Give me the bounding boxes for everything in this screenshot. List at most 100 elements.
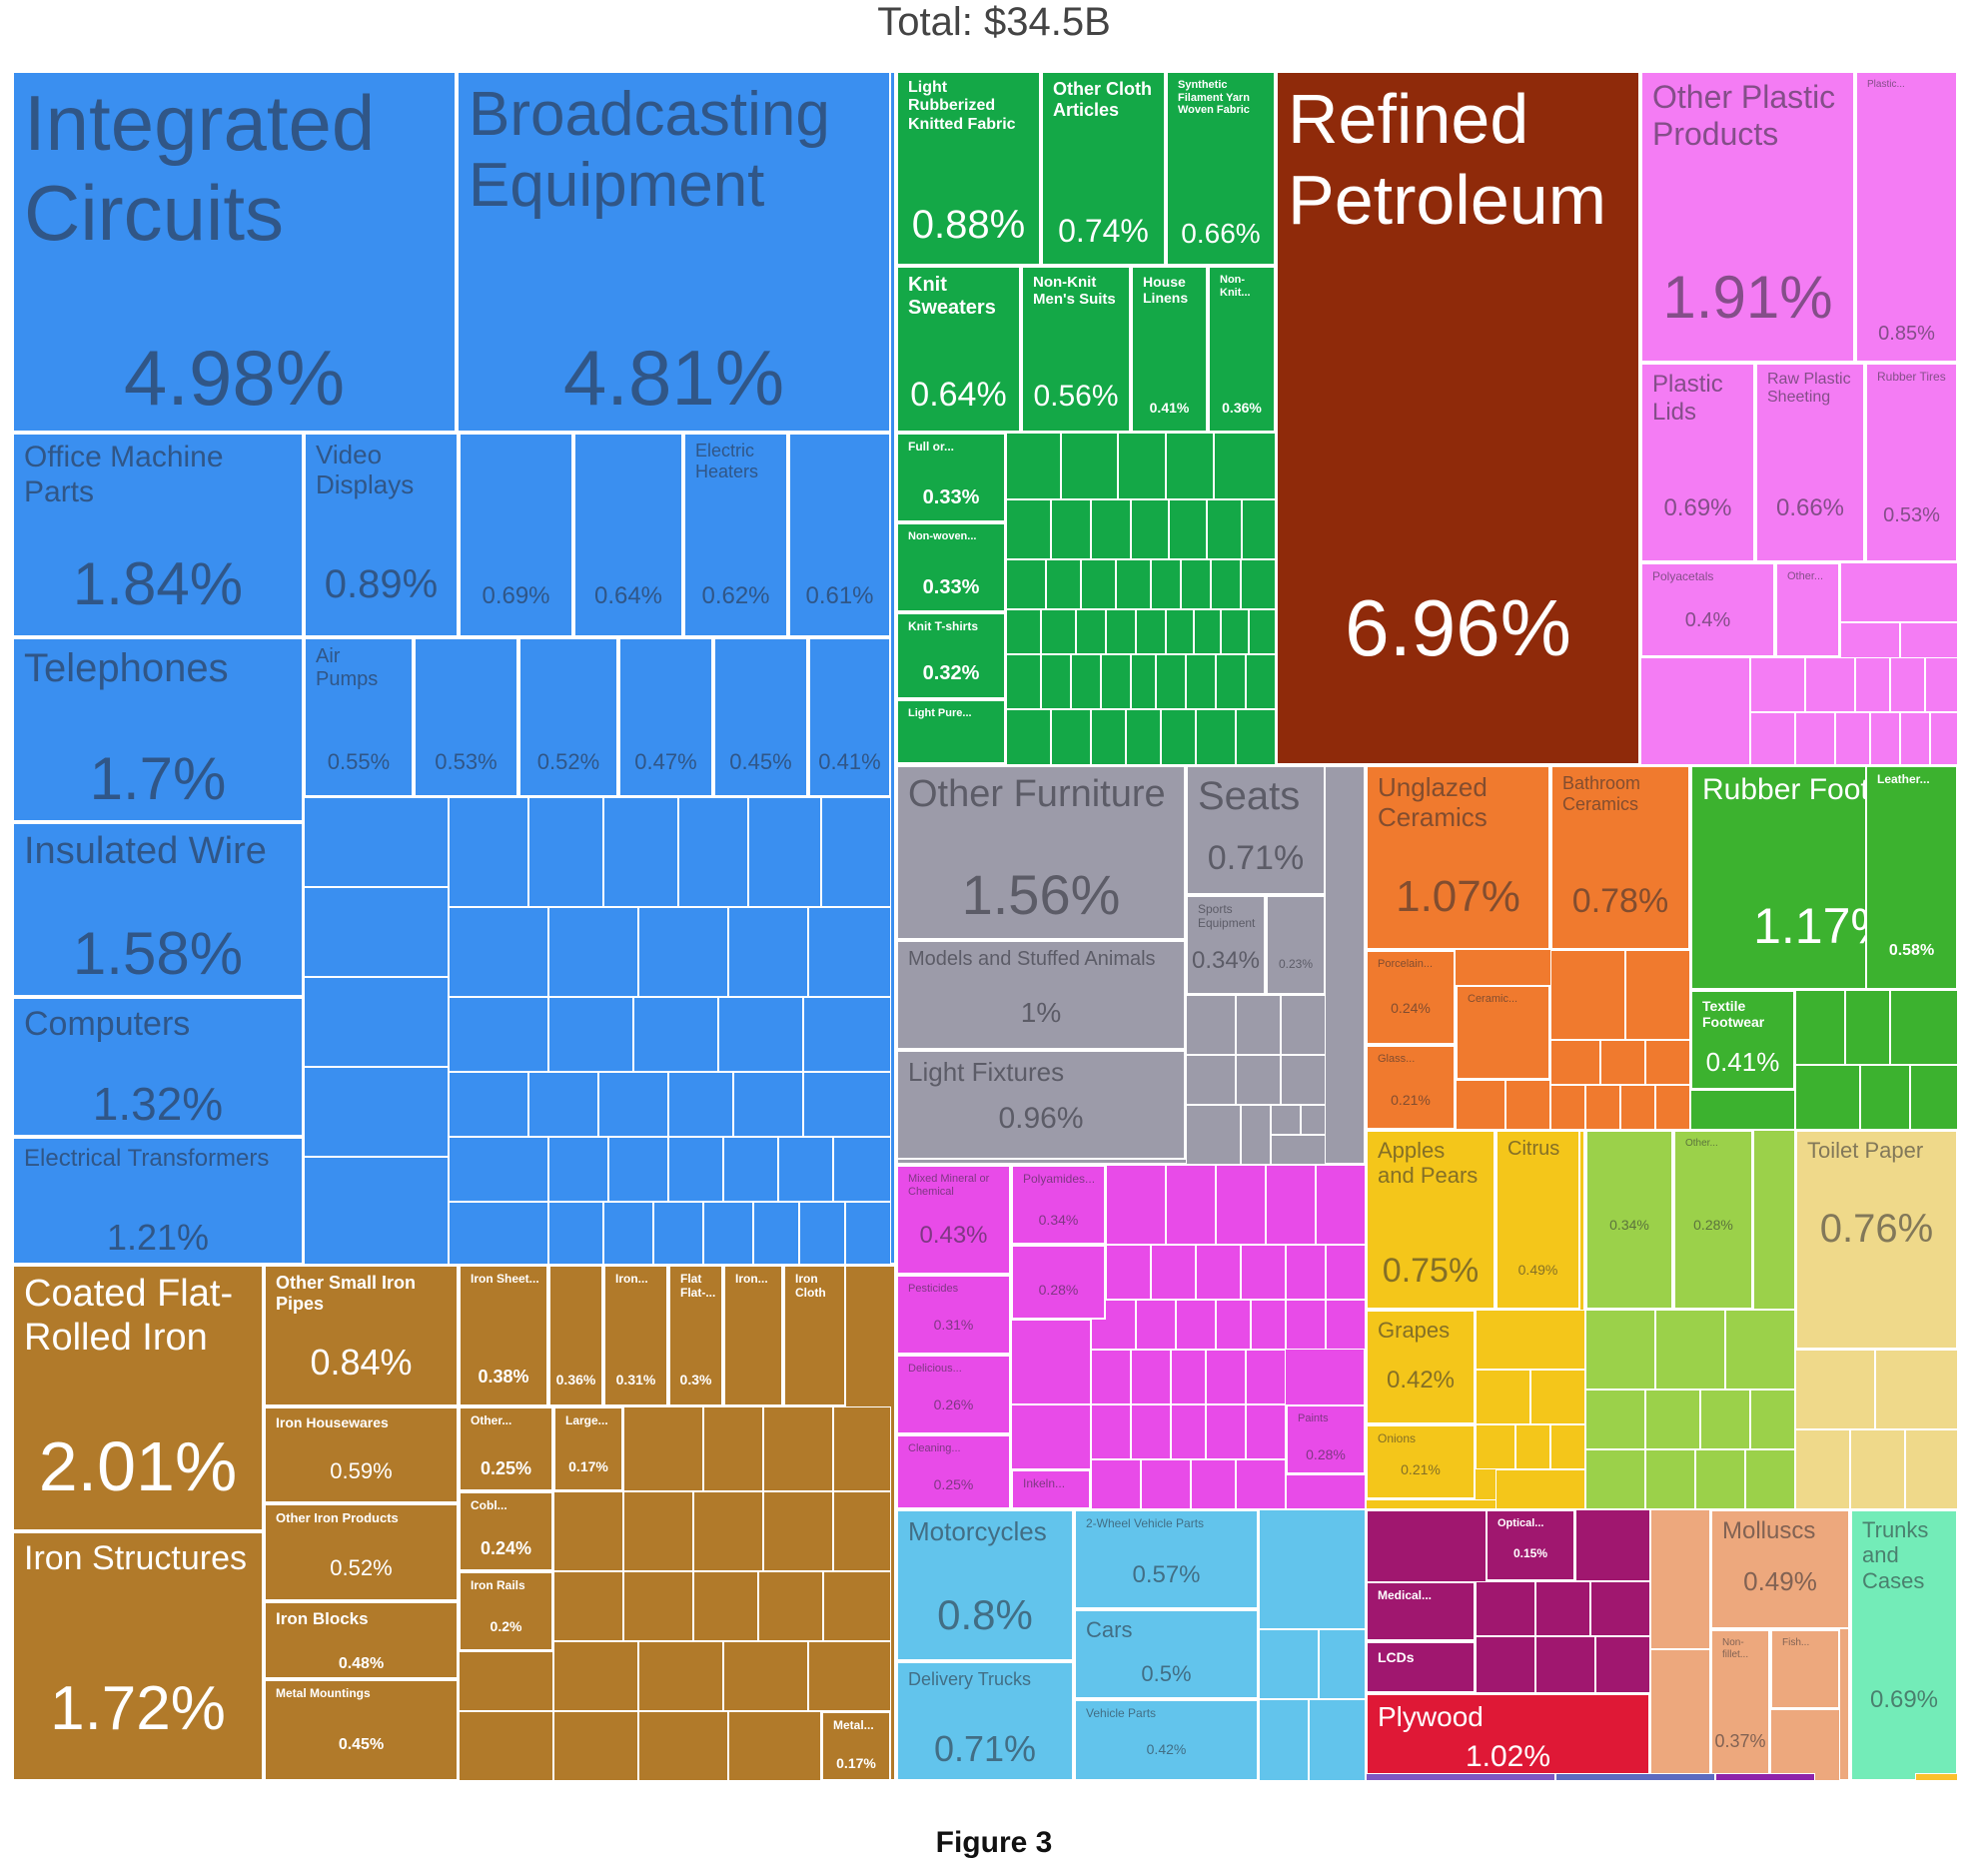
treemap-tile-raw-plastic-sheeting[interactable]: Raw Plastic Sheeting 0.66% (1755, 363, 1865, 562)
treemap-minor-tile[interactable] (833, 1137, 891, 1202)
treemap-minor-tile[interactable] (718, 997, 803, 1072)
treemap-minor-tile[interactable] (1216, 1300, 1251, 1350)
treemap-tile-iron-rails[interactable]: Iron Rails 0.2% (459, 1571, 553, 1651)
treemap-minor-tile[interactable] (1316, 1165, 1366, 1245)
treemap-minor-tile[interactable] (1246, 1350, 1286, 1404)
treemap-minor-tile[interactable] (1515, 1424, 1550, 1469)
treemap-tile-video-displays[interactable]: Video Displays 0.89% (304, 433, 459, 637)
treemap-minor-tile[interactable] (1131, 1350, 1171, 1404)
treemap-tile-motorcycles[interactable]: Motorcycles 0.8% (896, 1509, 1074, 1661)
treemap-tile-other-iron-products[interactable]: Other Iron Products 0.52% (264, 1503, 459, 1601)
treemap-tile-molluscs[interactable]: Molluscs 0.49% (1710, 1509, 1850, 1629)
treemap-minor-tile[interactable] (1476, 1581, 1535, 1636)
treemap-minor-tile[interactable] (633, 997, 718, 1072)
treemap-minor-tile[interactable] (1585, 1085, 1620, 1130)
treemap-minor-tile[interactable] (1141, 1459, 1191, 1509)
treemap-minor-tile[interactable] (1750, 657, 1805, 712)
treemap-tile-miscellaneous-4[interactable]: 0.23% (1266, 895, 1326, 995)
treemap-minor-tile[interactable] (799, 1202, 845, 1265)
treemap-minor-tile[interactable] (1319, 1629, 1366, 1699)
treemap-minor-tile[interactable] (1186, 1105, 1241, 1165)
treemap-tile-grapes[interactable]: Grapes 0.42% (1366, 1310, 1476, 1424)
treemap-minor-tile[interactable] (1875, 1350, 1958, 1429)
treemap-minor-tile[interactable] (1071, 654, 1101, 709)
treemap-minor-tile[interactable] (1535, 1581, 1590, 1636)
treemap-tile-refined-petroleum[interactable]: Refined Petroleum 6.96% (1276, 71, 1640, 765)
treemap-minor-tile[interactable] (1725, 1310, 1795, 1390)
treemap-minor-tile[interactable] (1855, 657, 1890, 712)
treemap-minor-tile[interactable] (1136, 609, 1166, 654)
treemap-tile-textile-footwear[interactable]: Textile Footwear 0.41% (1690, 990, 1795, 1090)
treemap-tile-large[interactable]: Large... 0.17% (553, 1406, 623, 1491)
treemap-tile-machines-12[interactable]: 0.47% (618, 637, 713, 797)
treemap-minor-tile[interactable] (1715, 1773, 1815, 1781)
treemap-minor-tile[interactable] (1259, 1509, 1366, 1629)
treemap-tile-2-wheel-vehicle-parts[interactable]: 2-Wheel Vehicle Parts 0.57% (1074, 1509, 1259, 1609)
treemap-minor-tile[interactable] (803, 1072, 891, 1137)
treemap-minor-tile[interactable] (1236, 1459, 1286, 1509)
treemap-minor-tile[interactable] (1655, 1085, 1690, 1130)
treemap-minor-tile[interactable] (304, 1067, 449, 1157)
treemap-tile-citrus[interactable]: Citrus 0.49% (1495, 1130, 1580, 1310)
treemap-tile-glass[interactable]: Glass... 0.21% (1366, 1045, 1456, 1130)
treemap-minor-tile[interactable] (1011, 1320, 1091, 1404)
treemap-minor-tile[interactable] (1456, 1080, 1505, 1130)
treemap-tile-other-cloth-articles[interactable]: Other Cloth Articles 0.74% (1041, 71, 1166, 266)
treemap-tile-iron[interactable]: Iron... (723, 1265, 783, 1406)
treemap-tile-machines-4[interactable]: 0.69% (459, 433, 573, 637)
treemap-tile-synthetic-filament-yarn-woven-fabric[interactable]: Synthetic Filament Yarn Woven Fabric 0.66… (1166, 71, 1276, 266)
treemap-minor-tile[interactable] (1006, 559, 1046, 609)
treemap-minor-tile[interactable] (1176, 1300, 1216, 1350)
treemap-minor-tile[interactable] (1625, 950, 1690, 1040)
treemap-tile-non-knit[interactable]: Non-Knit... 0.36% (1208, 266, 1276, 433)
treemap-minor-tile[interactable] (1585, 1449, 1645, 1509)
treemap-minor-tile[interactable] (1106, 1165, 1166, 1245)
treemap-minor-tile[interactable] (1246, 1404, 1286, 1459)
treemap-minor-tile[interactable] (1196, 709, 1236, 765)
treemap-minor-tile[interactable] (1266, 1165, 1316, 1245)
treemap-minor-tile[interactable] (1236, 1055, 1281, 1105)
treemap-tile-other-plastic-products[interactable]: Other Plastic Products 1.91% (1640, 71, 1855, 363)
treemap-minor-tile[interactable] (803, 997, 891, 1072)
treemap-minor-tile[interactable] (1890, 657, 1925, 712)
treemap-minor-tile[interactable] (1301, 1105, 1326, 1135)
treemap-minor-tile[interactable] (449, 1202, 548, 1265)
treemap-tile-bathroom-ceramics[interactable]: Bathroom Ceramics 0.78% (1550, 765, 1690, 950)
treemap-minor-tile[interactable] (1131, 654, 1156, 709)
treemap-minor-tile[interactable] (823, 1571, 891, 1641)
treemap-tile-plywood[interactable]: Plywood 1.02% (1366, 1693, 1650, 1781)
treemap-minor-tile[interactable] (1795, 1350, 1875, 1429)
treemap-tile-inkeln[interactable]: Inkeln... (1011, 1469, 1091, 1509)
treemap-tile-broadcasting-equipment[interactable]: Broadcasting Equipment 4.81% (457, 71, 891, 433)
treemap-minor-tile[interactable] (833, 1406, 891, 1491)
treemap-minor-tile[interactable] (693, 1571, 758, 1641)
treemap-minor-tile[interactable] (1645, 1040, 1690, 1085)
treemap-minor-tile[interactable] (748, 797, 821, 907)
treemap-minor-tile[interactable] (1161, 709, 1196, 765)
treemap-minor-tile[interactable] (1131, 499, 1169, 559)
treemap-minor-tile[interactable] (1241, 1105, 1271, 1165)
treemap-tile-cars[interactable]: Cars 0.5% (1074, 1609, 1259, 1699)
treemap-tile-non-fillet[interactable]: Non-fillet... 0.37% (1710, 1629, 1770, 1779)
treemap-minor-tile[interactable] (1695, 1449, 1745, 1509)
treemap-minor-tile[interactable] (668, 1072, 733, 1137)
treemap-minor-tile[interactable] (1206, 1404, 1246, 1459)
treemap-minor-tile[interactable] (459, 1711, 553, 1781)
treemap-minor-tile[interactable] (1795, 990, 1845, 1065)
treemap-minor-tile[interactable] (528, 797, 603, 907)
treemap-minor-tile[interactable] (723, 1137, 778, 1202)
treemap-minor-tile[interactable] (1476, 1424, 1515, 1469)
treemap-minor-tile[interactable] (553, 1711, 638, 1781)
treemap-minor-tile[interactable] (1041, 654, 1071, 709)
treemap-minor-tile[interactable] (1753, 1130, 1795, 1310)
treemap-minor-tile[interactable] (1191, 1459, 1236, 1509)
treemap-minor-tile[interactable] (693, 1491, 763, 1571)
treemap-minor-tile[interactable] (845, 1202, 891, 1265)
treemap-minor-tile[interactable] (623, 1406, 703, 1491)
treemap-minor-tile[interactable] (1745, 1449, 1795, 1509)
treemap-tile-light-rubberized-knitted-fabric[interactable]: Light Rubberized Knitted Fabric 0.88% (896, 71, 1041, 266)
treemap-minor-tile[interactable] (833, 1491, 891, 1571)
treemap-minor-tile[interactable] (1840, 622, 1900, 662)
treemap-tile-lcds[interactable]: LCDs (1366, 1641, 1476, 1693)
treemap-minor-tile[interactable] (1930, 712, 1958, 765)
